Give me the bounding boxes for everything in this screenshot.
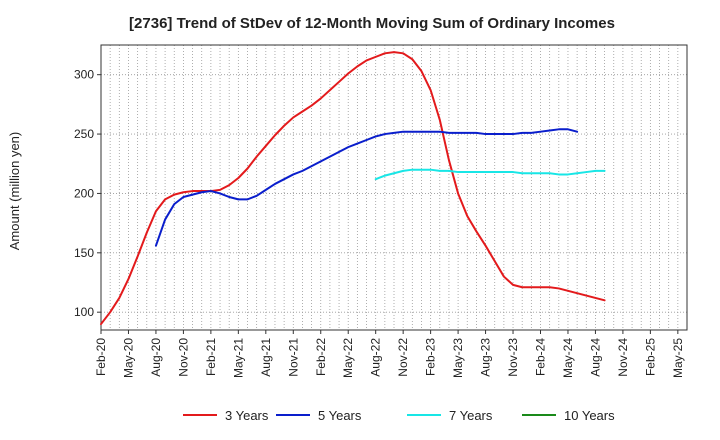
x-tick-label: Feb-24 xyxy=(534,338,548,376)
x-tick-label: Feb-21 xyxy=(204,338,218,376)
x-tick-label: May-23 xyxy=(451,338,465,378)
plot-area: 100 150 200 250 300 Feb-20 May-20 Aug-20 Nov-20 F… xyxy=(74,44,688,378)
series-line-5-years xyxy=(154,128,579,247)
series-line-7-years xyxy=(374,168,606,181)
y-tick-label: 200 xyxy=(74,186,94,200)
x-tick-label: Aug-20 xyxy=(149,338,163,377)
legend-label: 10 Years xyxy=(564,408,615,423)
x-tick-label: Feb-20 xyxy=(94,338,108,376)
y-tick-label: 250 xyxy=(74,127,94,141)
x-tick-label: Feb-25 xyxy=(643,338,657,376)
y-tick-label: 150 xyxy=(74,246,94,260)
x-tick-label: Aug-21 xyxy=(259,338,273,377)
x-tick-label: May-20 xyxy=(121,338,135,378)
legend-label: 7 Years xyxy=(449,408,493,423)
x-tick-label: Aug-22 xyxy=(369,338,383,377)
x-tick-label: Feb-23 xyxy=(424,338,438,376)
x-tick-label: May-22 xyxy=(341,338,355,378)
x-tick-label: May-25 xyxy=(671,338,685,378)
series-line-3-years xyxy=(100,51,606,326)
x-tick-label: Feb-22 xyxy=(314,338,328,376)
plot-border xyxy=(100,44,688,331)
x-tick-label: May-21 xyxy=(231,338,245,378)
x-tick-label: Nov-21 xyxy=(286,338,300,377)
y-tick-label: 100 xyxy=(74,305,94,319)
legend: 3 Years 5 Years 7 Years 10 Years xyxy=(183,408,615,423)
chart-title: [2736] Trend of StDev of 12-Month Moving… xyxy=(129,15,615,32)
legend-label: 5 Years xyxy=(318,408,362,423)
y-axis-label: Amount (million yen) xyxy=(7,132,22,251)
x-tick-label: Nov-23 xyxy=(506,338,520,377)
legend-label: 3 Years xyxy=(225,408,269,423)
x-tick-label: Aug-24 xyxy=(588,338,602,377)
x-tick-label: Nov-20 xyxy=(176,338,190,377)
y-tick-label: 300 xyxy=(74,68,94,82)
x-tick-label: Nov-24 xyxy=(616,338,630,377)
x-tick-label: May-24 xyxy=(561,338,575,378)
x-tick-label: Aug-23 xyxy=(479,338,493,377)
x-tick-label: Nov-22 xyxy=(396,338,410,377)
